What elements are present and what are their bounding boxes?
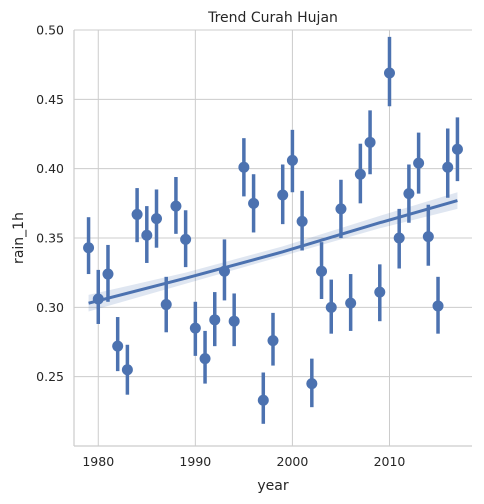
y-tick-label: 0.40 — [36, 161, 64, 176]
data-point — [189, 322, 201, 334]
x-tick-label: 2000 — [277, 454, 309, 469]
y-axis-label: rain_1h — [11, 212, 27, 264]
data-point — [432, 300, 444, 312]
y-tick-label: 0.25 — [36, 369, 64, 384]
data-point — [131, 208, 143, 220]
data-point — [413, 157, 425, 169]
data-point — [151, 213, 163, 225]
data-point — [451, 143, 463, 155]
data-point — [374, 286, 386, 298]
data-point — [121, 364, 133, 376]
grid-layer — [74, 29, 472, 446]
data-point — [218, 265, 230, 277]
x-tick-label: 1990 — [179, 454, 211, 469]
data-point — [306, 378, 318, 390]
y-tick-label: 0.30 — [36, 300, 64, 315]
y-tick-label: 0.50 — [36, 23, 64, 38]
data-point — [83, 242, 95, 254]
data-point — [383, 67, 395, 79]
axes-layer — [73, 30, 472, 447]
x-tick-label: 2010 — [374, 454, 406, 469]
data-point — [422, 231, 434, 243]
data-point — [277, 189, 289, 201]
y-tick-label: 0.35 — [36, 231, 64, 246]
data-point — [112, 340, 124, 352]
data-point — [286, 154, 298, 166]
points-layer — [83, 36, 463, 424]
data-point — [442, 161, 454, 173]
regression-line — [88, 199, 458, 305]
tick-labels-layer: 1980 1990 2000 2010 0.25 0.30 0.35 0.40 0.45 0.50 — [36, 23, 405, 470]
data-point — [92, 293, 104, 305]
data-point — [335, 203, 347, 215]
data-point — [199, 353, 211, 365]
data-point — [296, 215, 308, 227]
data-point — [238, 161, 250, 173]
data-point — [267, 335, 279, 347]
x-tick-label: 1980 — [82, 454, 114, 469]
data-point — [345, 297, 357, 309]
x-axis-label: year — [257, 478, 288, 494]
chart-title: Trend Curah Hujan — [207, 10, 338, 26]
data-point — [180, 233, 192, 245]
data-point — [325, 301, 337, 313]
data-point — [364, 136, 376, 148]
confidence-band-layer — [88, 192, 458, 312]
data-point — [141, 229, 153, 241]
y-tick-label: 0.45 — [36, 92, 64, 107]
data-point — [170, 200, 182, 212]
data-point — [257, 394, 269, 406]
data-point — [160, 299, 172, 311]
data-point — [316, 265, 328, 277]
data-point — [393, 232, 405, 244]
data-point — [403, 188, 415, 200]
data-point — [354, 168, 366, 180]
data-point — [248, 197, 260, 209]
regression-confidence-band — [88, 192, 458, 312]
data-point — [228, 315, 240, 327]
data-point — [102, 268, 114, 280]
data-point — [209, 314, 221, 326]
